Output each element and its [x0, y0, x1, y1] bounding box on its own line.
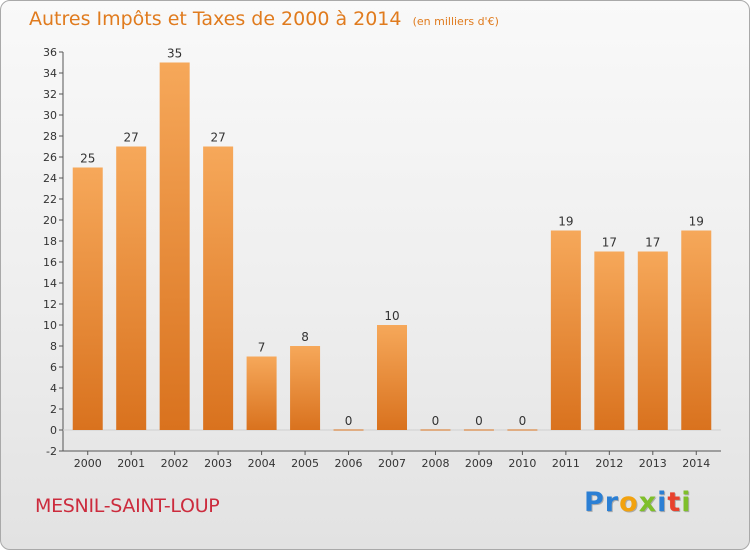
bar-2003	[203, 146, 234, 430]
y-tick-label: 6	[50, 361, 57, 374]
y-tick-label: 4	[50, 382, 57, 395]
bar-2014	[681, 230, 712, 430]
chart-unit: (en milliers d'€)	[412, 15, 499, 28]
value-label-2007: 10	[384, 309, 399, 323]
value-label-2009: 0	[475, 414, 483, 428]
x-tick-label-2002: 2002	[161, 457, 189, 470]
bar-2011	[550, 230, 581, 430]
bar-2005	[290, 346, 321, 430]
x-tick-label-2014: 2014	[682, 457, 710, 470]
x-tick-label-2001: 2001	[117, 457, 145, 470]
bar-2010	[507, 429, 538, 431]
bar-2013	[637, 251, 668, 430]
bar-2001	[116, 146, 147, 430]
value-label-2010: 0	[519, 414, 527, 428]
value-label-2012: 17	[602, 236, 617, 250]
bar-2009	[463, 429, 494, 431]
y-tick-label: 12	[43, 298, 57, 311]
logo-letter: r	[604, 487, 620, 518]
logo-letter: x	[638, 487, 658, 518]
x-tick-label-2008: 2008	[421, 457, 449, 470]
value-label-2008: 0	[432, 414, 440, 428]
value-label-2013: 17	[645, 236, 660, 250]
y-tick-label: 24	[43, 172, 57, 185]
value-label-2006: 0	[345, 414, 353, 428]
chart-title-block: Autres Impôts et Taxes de 2000 à 2014 (e…	[29, 8, 499, 30]
logo-letter: t	[667, 487, 682, 518]
bar-2004	[246, 356, 277, 430]
y-tick-label: 22	[43, 193, 57, 206]
value-label-2001: 27	[124, 131, 139, 145]
value-label-2004: 7	[258, 341, 266, 355]
y-tick-label: 26	[43, 151, 57, 164]
y-tick-label: 34	[43, 67, 57, 80]
x-tick-label-2000: 2000	[74, 457, 102, 470]
value-label-2000: 25	[80, 152, 95, 166]
value-label-2002: 35	[167, 47, 182, 61]
logo-letter: i	[657, 487, 668, 518]
x-tick-label-2011: 2011	[552, 457, 580, 470]
y-tick-label: 32	[43, 88, 57, 101]
x-tick-label-2003: 2003	[204, 457, 232, 470]
value-label-2014: 19	[689, 215, 704, 229]
bar-2006	[333, 429, 364, 431]
y-tick-label: 0	[50, 424, 57, 437]
chart-value-labels: 25 27 35 27 7 8 0 10 0 0 0 19 17 17 19	[80, 47, 704, 429]
y-tick-label: 20	[43, 214, 57, 227]
commune-name: MESNIL-SAINT-LOUP	[35, 495, 220, 517]
y-tick-label: 28	[43, 130, 57, 143]
value-label-2003: 27	[210, 131, 225, 145]
y-tick-label: 10	[43, 319, 57, 332]
chart-title: Autres Impôts et Taxes de 2000 à 2014	[29, 8, 402, 30]
proxiti-logo: Proxiti	[584, 487, 692, 518]
bar-2007	[377, 325, 407, 430]
chart-bars	[72, 62, 712, 431]
value-label-2005: 8	[301, 330, 309, 344]
y-tick-label: 30	[43, 109, 57, 122]
logo-letter: i	[681, 487, 692, 518]
x-tick-label-2009: 2009	[465, 457, 493, 470]
logo-letter: o	[619, 487, 639, 518]
bar-2012	[594, 251, 625, 430]
bar-2002	[159, 62, 190, 430]
y-tick-label: 16	[43, 256, 57, 269]
x-tick-label-2013: 2013	[639, 457, 667, 470]
y-tick-label: 2	[50, 403, 57, 416]
x-tick-label-2004: 2004	[248, 457, 276, 470]
bar-2008	[420, 429, 451, 431]
y-tick-label: 8	[50, 340, 57, 353]
y-tick-label: 18	[43, 235, 57, 248]
y-tick-label: 36	[43, 46, 57, 59]
y-tick-label: 14	[43, 277, 57, 290]
bar-2000	[72, 167, 103, 430]
logo-letter: P	[584, 487, 605, 518]
y-tick-label: -2	[46, 445, 57, 458]
value-label-2011: 19	[558, 215, 573, 229]
x-tick-label-2010: 2010	[508, 457, 536, 470]
x-tick-label-2007: 2007	[378, 457, 406, 470]
x-tick-label-2012: 2012	[595, 457, 623, 470]
x-tick-label-2006: 2006	[335, 457, 363, 470]
x-tick-label-2005: 2005	[291, 457, 319, 470]
